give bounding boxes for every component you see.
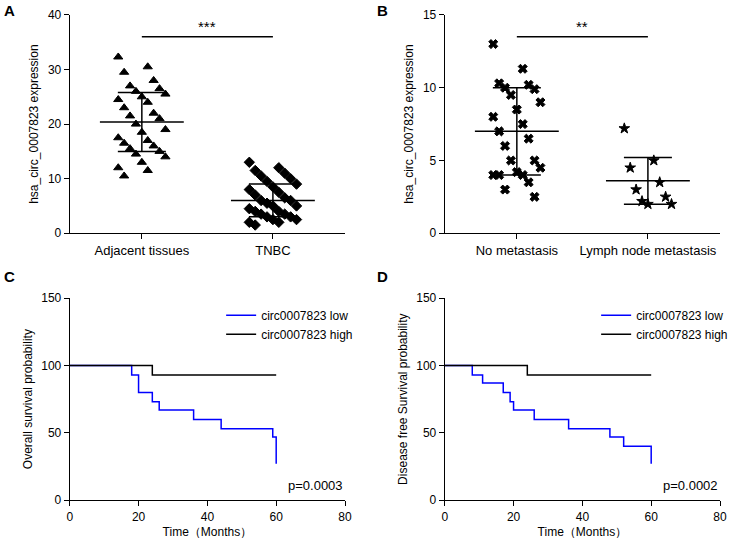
svg-text:0: 0 [430, 493, 437, 507]
svg-text:hsa_circ_0007823 expression: hsa_circ_0007823 expression [402, 44, 416, 203]
svg-text:p=0.0002: p=0.0002 [663, 478, 718, 493]
svg-text:Time（Months）: Time（Months） [163, 525, 253, 539]
svg-text:TNBC: TNBC [255, 243, 290, 258]
svg-text:50: 50 [48, 426, 62, 440]
svg-text:circ0007823 low: circ0007823 low [261, 309, 348, 323]
svg-text:60: 60 [270, 510, 284, 524]
svg-text:20: 20 [507, 510, 521, 524]
svg-text:B: B [377, 2, 388, 19]
svg-text:10: 10 [48, 172, 62, 186]
svg-text:20: 20 [48, 117, 62, 131]
svg-text:No metastasis: No metastasis [476, 243, 559, 258]
svg-text:10: 10 [423, 81, 437, 95]
svg-text:circ0007823 high: circ0007823 high [261, 328, 352, 342]
svg-text:5: 5 [430, 154, 437, 168]
svg-text:circ0007823 low: circ0007823 low [636, 309, 723, 323]
svg-text:Overall survival probability: Overall survival probability [21, 329, 35, 469]
svg-text:0: 0 [66, 510, 73, 524]
svg-text:0: 0 [55, 226, 62, 240]
svg-text:0: 0 [430, 226, 437, 240]
svg-text:C: C [4, 268, 15, 285]
svg-text:0: 0 [441, 510, 448, 524]
svg-text:Time（Months）: Time（Months） [538, 525, 628, 539]
svg-text:hsa_circ_0007823 expression: hsa_circ_0007823 expression [27, 44, 41, 203]
svg-text:100: 100 [416, 359, 436, 373]
svg-text:20: 20 [132, 510, 146, 524]
svg-text:15: 15 [423, 8, 437, 22]
svg-text:circ0007823 high: circ0007823 high [636, 328, 727, 342]
svg-text:100: 100 [41, 359, 61, 373]
svg-text:***: *** [198, 18, 216, 35]
svg-text:80: 80 [338, 510, 352, 524]
svg-text:50: 50 [423, 426, 437, 440]
svg-text:D: D [377, 268, 388, 285]
svg-text:Disease free Survival probabil: Disease free Survival probability [396, 313, 410, 484]
svg-text:40: 40 [201, 510, 215, 524]
svg-text:40: 40 [576, 510, 590, 524]
svg-text:80: 80 [713, 510, 727, 524]
svg-text:60: 60 [645, 510, 659, 524]
svg-text:A: A [4, 2, 15, 19]
svg-text:0: 0 [55, 493, 62, 507]
svg-text:150: 150 [416, 291, 436, 305]
svg-text:Adjacent tissues: Adjacent tissues [95, 243, 190, 258]
svg-text:40: 40 [48, 8, 62, 22]
svg-text:p=0.0003: p=0.0003 [288, 478, 343, 493]
svg-text:**: ** [576, 18, 588, 35]
svg-text:150: 150 [41, 291, 61, 305]
svg-text:Lymph node metastasis: Lymph node metastasis [580, 243, 717, 258]
svg-text:30: 30 [48, 63, 62, 77]
